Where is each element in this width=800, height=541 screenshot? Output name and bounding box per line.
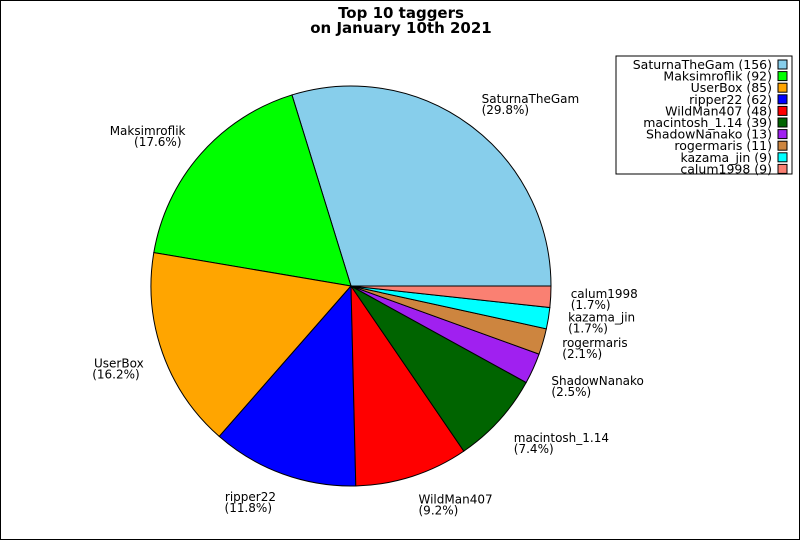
legend-box [615, 55, 793, 175]
legend-swatch-saturnathegam [777, 59, 788, 70]
slice-ripper22 [218, 284, 357, 487]
slice-pct-maksimroflik: (17.6%) [134, 135, 181, 149]
slice-pct-shadownanako: (2.5%) [551, 385, 591, 399]
chart-title-line1: Top 10 taggers [338, 4, 464, 22]
slice-wildman407 [350, 284, 465, 487]
legend-label-maksimroflik: Maksimroflik (92) [663, 69, 772, 84]
legend-swatch-kazama-jin [777, 152, 788, 163]
legend-swatch-wildman407 [777, 105, 788, 116]
slice-label-shadownanako: ShadowNanako [551, 374, 644, 388]
slice-pct-userbox: (16.2%) [92, 368, 139, 382]
chart-title-line2: on January 10th 2021 [310, 19, 491, 37]
legend-swatch-maksimroflik [777, 71, 788, 82]
slice-label-saturnathegam: SaturnaTheGam [482, 92, 580, 106]
slice-label-maksimroflik: Maksimroflik [110, 124, 186, 138]
legend: SaturnaTheGam (156)Maksimroflik (92)User… [615, 55, 793, 176]
pie-labels: SaturnaTheGam(29.8%) Maksimroflik(17.6%) U… [92, 92, 644, 517]
legend-swatch-userbox [777, 82, 788, 93]
slice-label-wildman407: WildMan407 [419, 492, 493, 506]
slice-label-kazama-jin: kazama_jin [568, 311, 635, 325]
slice-label-calum1998: calum1998 [571, 287, 638, 301]
legend-swatch-rogermaris [777, 140, 788, 151]
legend-label-saturnathegam: SaturnaTheGam (156) [633, 57, 772, 72]
slice-calum1998 [350, 285, 552, 309]
legend-label-userbox: UserBox (85) [691, 80, 772, 95]
slice-saturnathegam [291, 85, 552, 287]
slice-label-rogermaris: rogermaris [562, 336, 627, 350]
pie-slices [150, 85, 552, 487]
legend-swatch-macintosh-1-14 [777, 117, 788, 128]
legend-label-macintosh-1-14: macintosh_1.14 (39) [643, 115, 772, 130]
legend-label-kazama-jin: kazama_jin (9) [680, 150, 772, 165]
slice-pct-macintosh-1-14: (7.4%) [514, 442, 554, 456]
slice-label-macintosh-1-14: macintosh_1.14 [514, 431, 609, 445]
slice-pct-rogermaris: (2.1%) [562, 347, 602, 361]
legend-swatch-calum1998 [777, 163, 788, 174]
slice-pct-saturnathegam: (29.8%) [482, 103, 529, 117]
slice-pct-calum1998: (1.7%) [571, 298, 611, 312]
legend-swatch-shadownanako [777, 129, 788, 140]
legend-label-wildman407: WildMan407 (48) [665, 103, 772, 118]
slice-maksimroflik [153, 94, 352, 287]
slice-pct-ripper22: (11.8%) [225, 501, 272, 515]
slice-label-userbox: UserBox [94, 357, 144, 371]
legend-label-ripper22: ripper22 (62) [689, 92, 772, 107]
legend-label-calum1998: calum1998 (9) [680, 161, 772, 176]
slice-pct-wildman407: (9.2%) [419, 503, 459, 517]
slice-label-ripper22: ripper22 [225, 490, 276, 504]
slice-userbox [150, 252, 352, 438]
legend-label-rogermaris: rogermaris (11) [674, 138, 772, 153]
legend-swatch-ripper22 [777, 94, 788, 105]
legend-label-shadownanako: ShadowNanako (13) [646, 127, 772, 142]
slice-pct-kazama-jin: (1.7%) [568, 322, 608, 336]
